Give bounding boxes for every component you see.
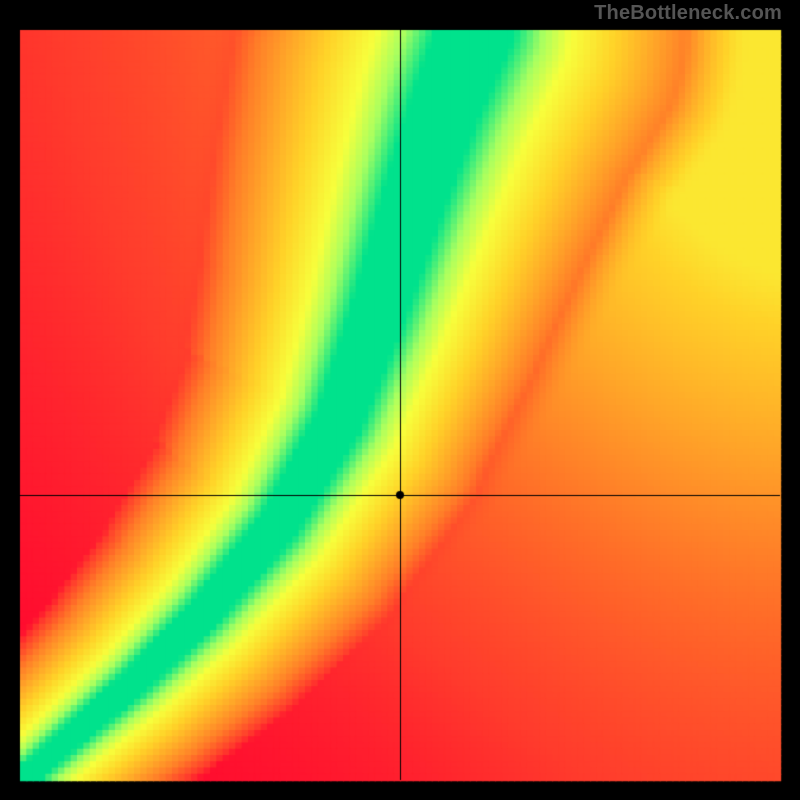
bottleneck-heatmap-canvas (0, 0, 800, 800)
chart-container: TheBottleneck.com (0, 0, 800, 800)
